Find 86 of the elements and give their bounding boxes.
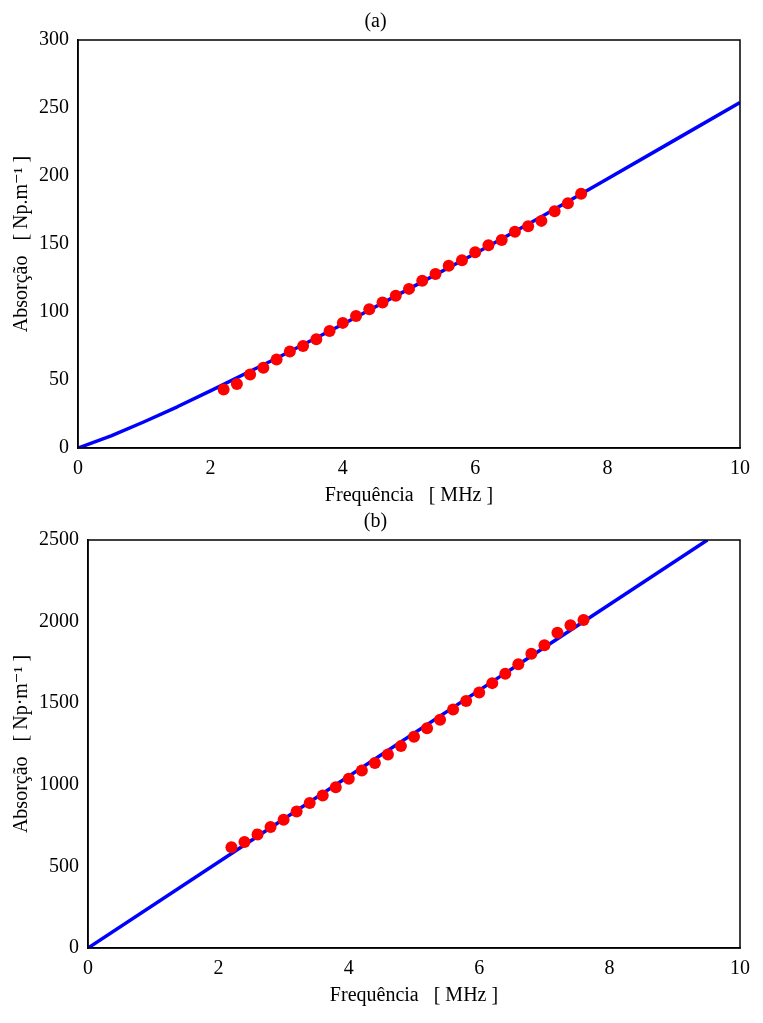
point bbox=[442, 259, 455, 272]
y-tick-label: 50 bbox=[49, 367, 69, 390]
x-tick-label: 4 bbox=[343, 956, 354, 979]
y-tick-label: 0 bbox=[59, 435, 69, 458]
y-tick-label: 2500 bbox=[39, 527, 79, 550]
x-tick-label: 6 bbox=[470, 456, 481, 479]
point bbox=[525, 647, 538, 660]
x-tick-label: 2 bbox=[213, 956, 224, 979]
point bbox=[403, 282, 415, 295]
point bbox=[270, 353, 283, 366]
point bbox=[551, 626, 564, 639]
point bbox=[342, 772, 355, 785]
point bbox=[381, 748, 394, 761]
chart-title: (b) bbox=[363, 509, 388, 533]
point bbox=[251, 828, 264, 841]
y-tick-label: 1500 bbox=[39, 690, 79, 713]
point bbox=[577, 613, 590, 626]
point bbox=[225, 841, 238, 854]
point bbox=[538, 639, 551, 652]
point bbox=[564, 619, 577, 632]
point bbox=[230, 378, 243, 391]
x-axis-title: Frequência [ MHz ] bbox=[324, 483, 494, 507]
y-tick-label: 500 bbox=[49, 853, 79, 876]
point bbox=[283, 345, 296, 358]
point bbox=[394, 740, 407, 753]
point bbox=[350, 310, 363, 323]
point bbox=[512, 658, 525, 671]
point bbox=[434, 713, 447, 726]
point bbox=[416, 274, 429, 287]
point bbox=[408, 730, 420, 743]
x-tick-label: 6 bbox=[474, 956, 485, 979]
point bbox=[290, 805, 303, 818]
point bbox=[376, 296, 389, 309]
point bbox=[297, 340, 310, 352]
y-tick-label: 1000 bbox=[39, 772, 79, 795]
point bbox=[429, 267, 442, 280]
point bbox=[460, 694, 473, 707]
point bbox=[363, 303, 376, 316]
point bbox=[455, 254, 468, 267]
point bbox=[469, 246, 482, 259]
point bbox=[277, 813, 290, 826]
point bbox=[336, 316, 349, 329]
point bbox=[499, 667, 512, 680]
point bbox=[238, 835, 251, 848]
y-tick-label: 250 bbox=[39, 95, 69, 118]
point bbox=[217, 383, 230, 396]
y-tick-label: 2000 bbox=[39, 608, 79, 631]
x-tick-label: 10 bbox=[730, 456, 750, 479]
chart-title: (a) bbox=[364, 9, 387, 33]
y-axis-title: Absorção [ Np·m⁻¹ ] bbox=[9, 654, 33, 834]
y-axis-title: Absorção [ Np.m⁻¹ ] bbox=[9, 155, 33, 333]
y-tick-label: 150 bbox=[39, 231, 69, 254]
x-tick-label: 4 bbox=[337, 456, 348, 479]
point bbox=[508, 225, 521, 238]
point bbox=[355, 764, 368, 777]
x-tick-label: 10 bbox=[730, 956, 750, 979]
y-tick-label: 200 bbox=[39, 163, 69, 186]
point bbox=[482, 239, 495, 252]
point bbox=[316, 789, 329, 802]
x-axis-title: Frequência [ MHz ] bbox=[329, 983, 499, 1007]
point bbox=[522, 220, 535, 233]
point bbox=[495, 233, 508, 246]
point bbox=[264, 821, 277, 834]
y-tick-label: 0 bbox=[69, 935, 79, 958]
point bbox=[575, 187, 588, 200]
x-tick-label: 8 bbox=[602, 456, 613, 479]
point bbox=[389, 289, 402, 302]
point bbox=[310, 333, 323, 346]
y-tick-label: 300 bbox=[39, 27, 69, 50]
point bbox=[244, 368, 257, 381]
point bbox=[323, 325, 336, 338]
point bbox=[561, 197, 574, 210]
point bbox=[535, 214, 548, 227]
point bbox=[329, 781, 342, 794]
x-tick-label: 0 bbox=[83, 956, 93, 979]
point bbox=[447, 703, 460, 716]
x-tick-label: 8 bbox=[604, 956, 615, 979]
point bbox=[421, 722, 434, 735]
y-tick-label: 100 bbox=[39, 299, 69, 322]
point bbox=[303, 796, 316, 809]
point bbox=[473, 686, 486, 699]
point bbox=[257, 361, 270, 374]
point bbox=[368, 756, 381, 769]
point bbox=[548, 205, 561, 218]
x-tick-label: 2 bbox=[205, 456, 216, 479]
point bbox=[486, 677, 499, 690]
